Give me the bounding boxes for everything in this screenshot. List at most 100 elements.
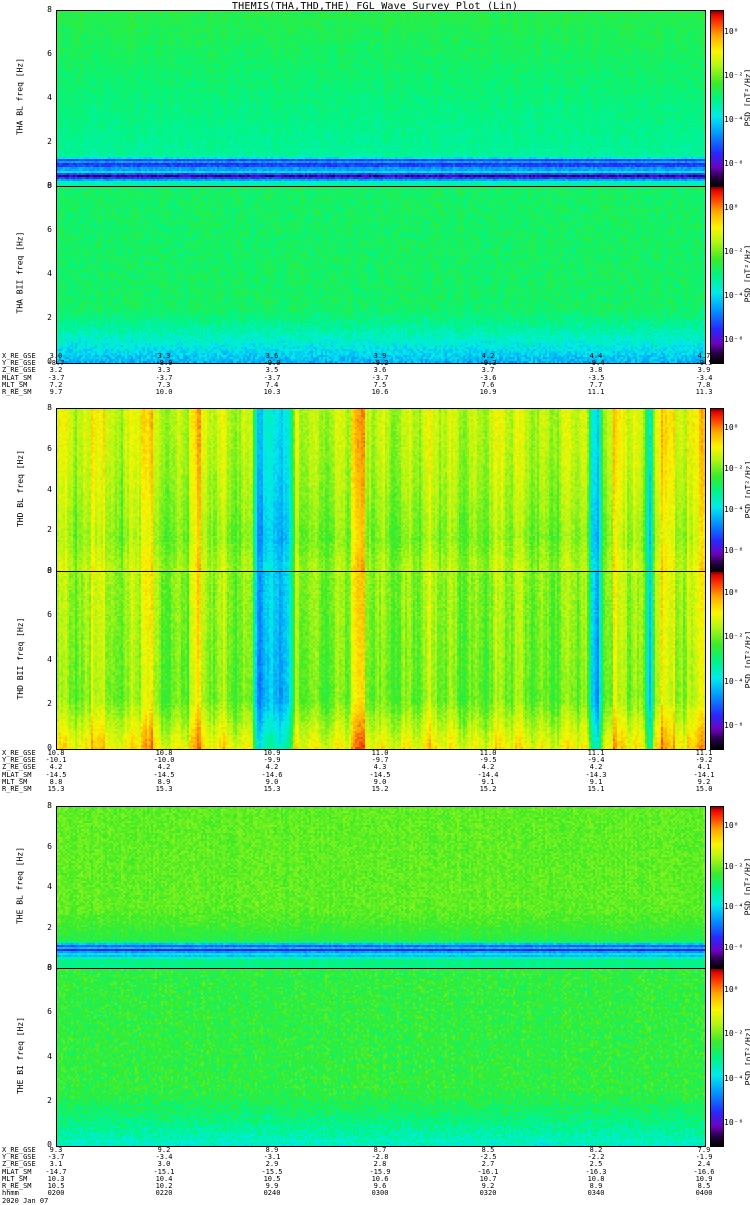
y-axis-label: THE BI freq [Hz] [16, 967, 25, 1144]
colorbar-tick-label: 10⁻² [724, 1030, 743, 1038]
colorbar-label: PSD [nT²/Hz] [744, 571, 750, 748]
y-tick-label: 2 [34, 526, 52, 534]
spectrogram-panel-the-bl[interactable] [56, 806, 706, 970]
axis-tick-value: 0320 [458, 1190, 518, 1197]
axis-tick-value: 15.2 [350, 786, 410, 793]
colorbar [710, 408, 724, 573]
colorbar [710, 968, 724, 1147]
y-axis-label: THE BL freq [Hz] [16, 805, 25, 967]
colorbar [710, 571, 724, 750]
panel-name-label: THD BII [16, 665, 25, 699]
colorbar-tick-label: 10⁰ [724, 204, 738, 212]
spectrogram-panel-thd-bii[interactable] [56, 571, 706, 750]
colorbar-tick-label: 10⁰ [724, 589, 738, 597]
y-tick-label: 6 [34, 226, 52, 234]
spectrogram-panel-tha-bii[interactable] [56, 186, 706, 364]
axis-tick-value: 0400 [674, 1190, 734, 1197]
y-tick-label: 6 [34, 445, 52, 453]
colorbar-tick-label: 10⁻² [724, 465, 743, 473]
y-tick-label: 2 [34, 138, 52, 146]
y-tick-label: 2 [34, 700, 52, 708]
y-axis-label: THD BL freq [Hz] [16, 407, 25, 570]
y-tick-label: 6 [34, 843, 52, 851]
y-tick-label: 2 [34, 314, 52, 322]
colorbar [710, 10, 724, 188]
axis-tick-value: 11.1 [566, 389, 626, 396]
axis-tick-value: 0200 [26, 1190, 86, 1197]
y-axis-label: THA BII freq [Hz] [16, 185, 25, 361]
freq-unit-label: freq [Hz] [16, 1016, 25, 1064]
colorbar [710, 806, 724, 970]
y-tick-label: 8 [34, 404, 52, 412]
axis-tick-value: 11.3 [674, 389, 734, 396]
freq-unit-label: freq [Hz] [16, 449, 25, 497]
spectrogram-image [57, 969, 705, 1146]
axis-tick-value: 0300 [350, 1190, 410, 1197]
spectrogram-image [57, 11, 705, 187]
y-tick-label: 4 [34, 486, 52, 494]
y-tick-label: 8 [34, 182, 52, 190]
axis-tick-value: 9.7 [26, 389, 86, 396]
spectrogram-panel-the-bi[interactable] [56, 968, 706, 1147]
colorbar-tick-label: 10⁻⁴ [724, 678, 743, 686]
y-tick-label: 4 [34, 94, 52, 102]
axis-tick-value: 15.3 [26, 786, 86, 793]
spectrogram-panel-thd-bl[interactable] [56, 408, 706, 573]
colorbar-tick-label: 10⁻⁴ [724, 1075, 743, 1083]
spectrogram-image [57, 409, 705, 572]
panel-name-label: THA BII [16, 280, 25, 314]
colorbar-tick-label: 10⁰ [724, 986, 738, 994]
axis-tick-value: 15.1 [566, 786, 626, 793]
spectrogram-image [57, 807, 705, 969]
freq-unit-label: freq [Hz] [16, 847, 25, 895]
colorbar-label: PSD [nT²/Hz] [744, 10, 750, 186]
y-tick-label: 6 [34, 50, 52, 58]
axis-tick-value: 10.6 [350, 389, 410, 396]
y-tick-label: 8 [34, 6, 52, 14]
freq-unit-label: freq [Hz] [16, 58, 25, 106]
colorbar-tick-label: 10⁻² [724, 72, 743, 80]
colorbar-tick-label: 10⁰ [724, 28, 738, 36]
y-tick-label: 4 [34, 1053, 52, 1061]
axis-tick-value: 0340 [566, 1190, 626, 1197]
colorbar-tick-label: 10⁻⁶ [724, 722, 743, 730]
colorbar-tick-label: 10⁻⁶ [724, 160, 743, 168]
colorbar-label: PSD [nT²/Hz] [744, 186, 750, 362]
colorbar-tick-label: 10⁻⁶ [724, 336, 743, 344]
spectrogram-panel-tha-bl[interactable] [56, 10, 706, 188]
axis-tick-value: 15.3 [242, 786, 302, 793]
axis-row-name: hhmm [2, 1190, 19, 1197]
panel-name-label: THE BL [16, 895, 25, 924]
y-tick-label: 4 [34, 270, 52, 278]
y-tick-label: 6 [34, 611, 52, 619]
axis-tick-value: 10.3 [242, 389, 302, 396]
colorbar-tick-label: 10⁻⁴ [724, 506, 743, 514]
y-tick-label: 8 [34, 567, 52, 575]
colorbar-tick-label: 10⁰ [724, 424, 738, 432]
spectrogram-image [57, 187, 705, 363]
y-tick-label: 6 [34, 1008, 52, 1016]
freq-unit-label: freq [Hz] [16, 232, 25, 280]
axis-tick-value: 10.9 [458, 389, 518, 396]
y-tick-label: 8 [34, 964, 52, 972]
colorbar-tick-label: 10⁻² [724, 863, 743, 871]
colorbar-label: PSD [nT²/Hz] [744, 968, 750, 1145]
axis-tick-value: 15.0 [674, 786, 734, 793]
colorbar [710, 186, 724, 364]
y-tick-label: 4 [34, 883, 52, 891]
axis-tick-value: 0220 [134, 1190, 194, 1197]
colorbar-tick-label: 10⁻² [724, 633, 743, 641]
panel-name-label: THE BI [16, 1065, 25, 1094]
colorbar-label: PSD [nT²/Hz] [744, 806, 750, 968]
colorbar-tick-label: 10⁻⁴ [724, 292, 743, 300]
y-tick-label: 2 [34, 1097, 52, 1105]
panel-name-label: THD BL [16, 498, 25, 527]
